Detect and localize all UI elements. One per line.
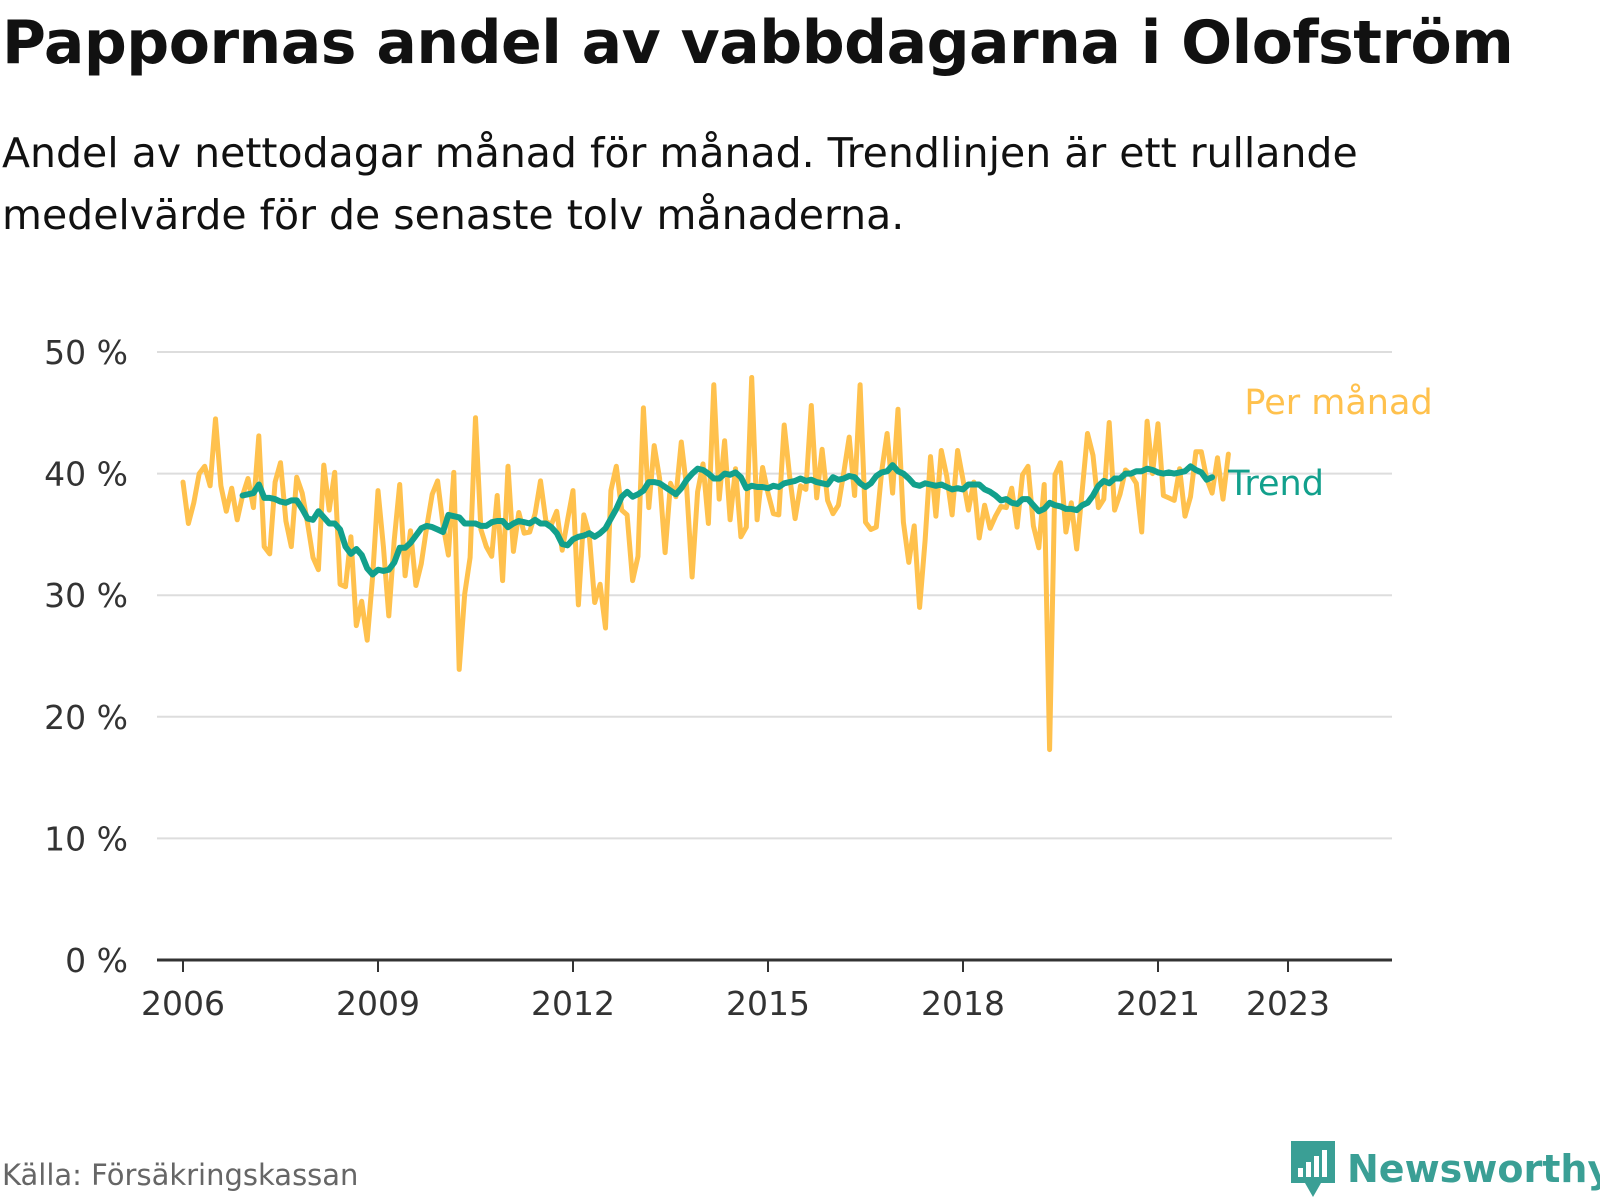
trend-series-label: Trend	[1227, 464, 1324, 504]
brand-logo: Newsworthy	[1289, 1138, 1600, 1200]
y-tick-label: 40 %	[44, 455, 128, 494]
x-tick-label: 2018	[921, 984, 1005, 1023]
x-tick-label: 2012	[531, 984, 615, 1023]
x-tick-label: 2015	[726, 984, 810, 1023]
x-tick-label: 2021	[1116, 984, 1200, 1023]
x-tick-label: 2023	[1246, 984, 1330, 1023]
y-tick-label: 0 %	[65, 941, 128, 980]
x-tick-label: 2006	[141, 984, 225, 1023]
monthly-series-label: Per månad	[1244, 382, 1432, 423]
newsworthy-logo-icon	[1291, 1141, 1335, 1197]
brand-name: Newsworthy	[1347, 1147, 1600, 1191]
y-tick-label: 50 %	[44, 333, 128, 372]
monthly-series-line	[180, 375, 1231, 753]
y-tick-label: 30 %	[44, 576, 128, 615]
chart-subtitle: Andel av nettodagar månad för månad. Tre…	[2, 129, 1358, 239]
y-tick-label: 10 %	[44, 819, 128, 858]
x-tick-label: 2009	[336, 984, 420, 1023]
y-tick-label: 20 %	[44, 698, 128, 737]
trend-series-line	[239, 462, 1216, 578]
chart-title: Pappornas andel av vabbdagarna i Olofstr…	[2, 8, 1514, 78]
source-note: Källa: Försäkringskassan	[2, 1158, 359, 1192]
